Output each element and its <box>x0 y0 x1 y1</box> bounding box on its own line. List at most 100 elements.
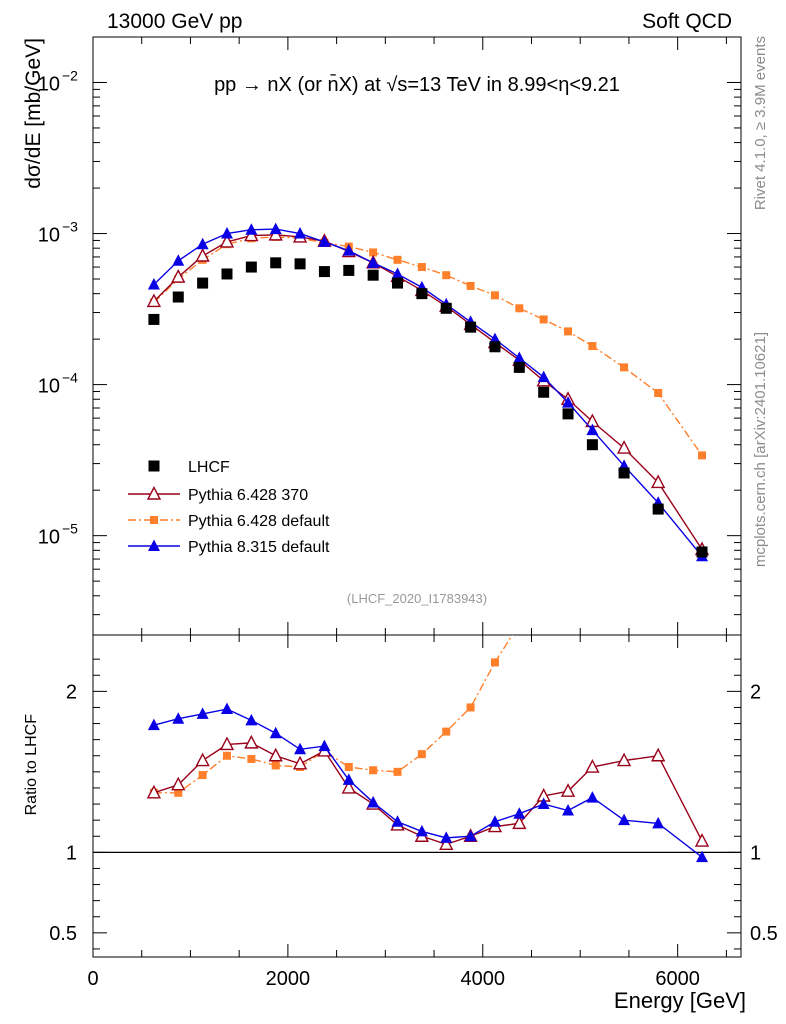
data-point <box>195 247 210 262</box>
ratio-point <box>651 747 666 762</box>
data-point <box>196 237 209 250</box>
y-tick-label: 10 <box>38 376 60 398</box>
data-point <box>221 268 233 280</box>
data-point <box>513 361 525 373</box>
ratio-point <box>415 824 428 837</box>
data-point <box>318 266 330 278</box>
data-point <box>318 235 331 247</box>
ratio-tick-label-right: 1 <box>750 842 761 864</box>
legend-item-pythia-6-428-default: Pythia 6.428 default <box>128 513 330 530</box>
ratio-point <box>294 742 307 755</box>
ratio-point <box>195 752 210 767</box>
y-tick-exponent: −4 <box>62 370 78 386</box>
data-point <box>466 281 475 290</box>
data-point <box>269 222 282 235</box>
data-point <box>369 248 378 257</box>
ratio-point <box>512 815 527 830</box>
ratio-point <box>341 779 356 794</box>
legend-item-lhcf: LHCF <box>148 459 230 476</box>
legend-marker <box>148 460 160 472</box>
ratio-point <box>292 755 308 770</box>
ratio-point <box>439 836 454 850</box>
ratio-point <box>616 752 632 767</box>
y-axis-label: dσ/dE [mb/GeV] <box>22 38 45 189</box>
ratio-point <box>369 766 378 775</box>
data-point <box>442 271 451 280</box>
ratio-point <box>537 797 550 810</box>
x-tick-label: 2000 <box>266 968 311 990</box>
ratio-point <box>490 658 499 667</box>
data-point <box>539 315 548 324</box>
ratio-point <box>244 734 259 749</box>
ratio-point <box>172 712 185 724</box>
data-point <box>440 302 452 314</box>
ratio-point <box>694 833 710 847</box>
analysis-label: (LHCF_2020_I1783943) <box>347 591 487 606</box>
series-line <box>153 234 703 550</box>
legend-marker <box>150 516 158 524</box>
ratio-point <box>515 620 523 628</box>
data-point <box>618 467 630 479</box>
ratio-point <box>560 783 576 797</box>
data-point <box>586 423 599 436</box>
data-point <box>146 293 162 308</box>
ratio-tick-label-right: 0.5 <box>750 923 778 945</box>
ratio-point <box>652 816 665 829</box>
ratio-pythia-8-315-default <box>147 702 709 863</box>
header-left: 13000 GeV pp <box>107 10 242 33</box>
data-point <box>172 291 184 303</box>
ratio-pythia-6-428-default <box>149 620 523 797</box>
data-point <box>172 254 185 266</box>
data-point <box>537 370 550 383</box>
ratio-plot-frame <box>92 634 742 958</box>
ratio-point <box>222 751 231 760</box>
data-point <box>367 256 380 268</box>
legend-label: Pythia 8.315 default <box>188 539 330 556</box>
x-tick-label: 6000 <box>655 968 700 990</box>
header-right: Soft QCD <box>642 10 732 33</box>
plot-title: pp → nX (or n̄X) at √s=13 TeV in 8.99<η<… <box>214 73 620 96</box>
ratio-point <box>417 750 426 759</box>
data-point <box>562 408 574 420</box>
data-point <box>489 341 501 353</box>
legend: LHCF Pythia 6.428 370 Pythia 6.428 default… <box>128 459 330 556</box>
data-point <box>268 226 283 241</box>
legend-label: Pythia 6.428 default <box>188 513 330 530</box>
main-series-layer <box>146 222 710 562</box>
data-point <box>244 227 259 242</box>
data-point <box>245 261 257 273</box>
legend-marker <box>146 485 162 500</box>
data-point <box>652 503 664 515</box>
series-pythia-6-428-default <box>149 232 707 460</box>
data-point <box>417 263 426 272</box>
ratio-point <box>318 739 331 752</box>
data-point <box>416 288 428 300</box>
data-point <box>147 277 160 290</box>
data-point <box>245 223 258 235</box>
data-point <box>342 244 355 256</box>
x-tick-label: 0 <box>87 968 98 990</box>
data-point <box>513 351 526 364</box>
rivet-label: Rivet 4.1.0, ≥ 3.9M events <box>752 36 769 210</box>
ratio-tick-label-left: 2 <box>66 681 77 703</box>
y-tick-label: 10 <box>38 225 60 247</box>
legend-label: Pythia 6.428 370 <box>188 487 308 504</box>
y-tick-exponent: −5 <box>62 521 78 537</box>
ratio-line <box>153 635 514 794</box>
x-tick-label: 4000 <box>461 968 506 990</box>
data-point <box>586 439 598 451</box>
ratio-point <box>440 831 453 843</box>
x-axis-label: Energy [GeV] <box>614 988 746 1013</box>
ratio-point <box>269 726 282 739</box>
ratio-line <box>153 742 703 846</box>
ratio-point <box>220 702 233 715</box>
ratio-point <box>442 727 451 736</box>
ratio-y-axis-label: Ratio to LHCF <box>23 714 40 816</box>
data-point <box>270 257 282 269</box>
ratio-point <box>393 767 402 776</box>
data-point <box>367 269 379 281</box>
ratio-point <box>271 761 280 770</box>
series-lhcf <box>148 257 708 558</box>
y-tick-exponent: −2 <box>62 67 78 83</box>
